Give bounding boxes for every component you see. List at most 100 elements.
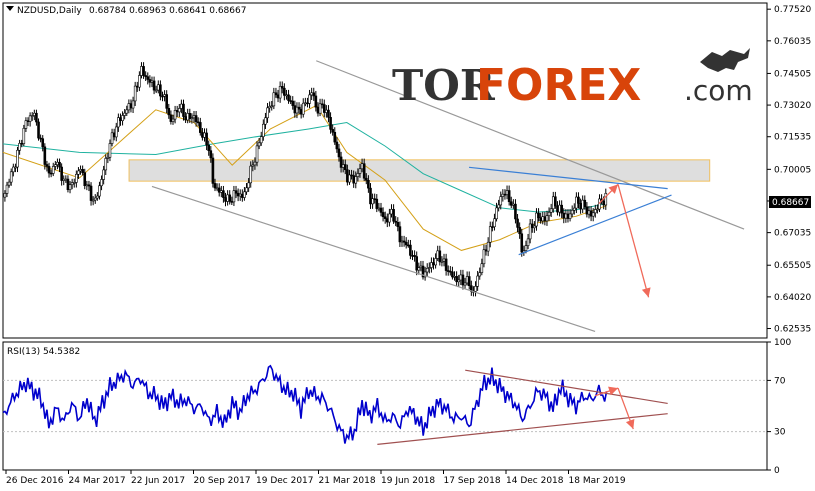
candle-body (169, 114, 173, 122)
candle-body (167, 108, 171, 116)
candle-body (325, 109, 328, 113)
candle-body (37, 121, 40, 139)
x-tick-label: 21 Mar 2018 (319, 476, 376, 486)
candle-body (280, 86, 284, 89)
candle-body (383, 216, 387, 219)
price-y-tick-label: 0.65505 (774, 261, 811, 271)
price-y-tick-label: 0.64020 (774, 293, 811, 303)
candle-body (438, 250, 442, 263)
candle-body (295, 106, 299, 114)
price-y-tick-label: 0.76035 (774, 37, 811, 47)
candle-body (45, 164, 49, 167)
candle-body (591, 212, 595, 217)
candle-body (85, 184, 89, 187)
candle-body (226, 194, 229, 202)
candle-body (262, 123, 265, 137)
x-tick-label: 24 Mar 2017 (69, 476, 126, 486)
candle-body (96, 195, 99, 199)
candle-body (520, 233, 524, 253)
candle-body (41, 138, 45, 148)
price-y-tick-label: 0.73020 (774, 101, 811, 111)
candle-body (190, 117, 194, 120)
candle-body (22, 128, 26, 144)
candle-body (474, 286, 477, 292)
candle-body (159, 84, 162, 97)
candle-body (196, 121, 200, 124)
candle-body (449, 270, 452, 273)
candle-body (354, 176, 358, 184)
logo-text-forex: FOREX (476, 60, 641, 111)
candle-body (314, 95, 318, 108)
candle-body (81, 169, 84, 173)
price-y-tick-label: 0.71535 (774, 133, 811, 143)
candle-body (362, 163, 366, 179)
candle-body (148, 79, 152, 83)
candle-body (367, 179, 370, 189)
candle-body (587, 210, 591, 215)
candle-body (274, 92, 278, 96)
candle-body (486, 241, 490, 252)
price-y-tick-label: 0.62535 (774, 325, 811, 335)
candle-body (213, 183, 217, 189)
candle-body (451, 271, 454, 278)
candle-body (400, 240, 404, 243)
candle-body (329, 117, 332, 130)
candle-body (577, 196, 580, 204)
candle-body (413, 255, 416, 257)
candle-body (396, 221, 400, 227)
candle-body (207, 144, 211, 151)
candle-body (308, 94, 311, 104)
candle-body (70, 182, 74, 186)
candle-body (93, 197, 97, 201)
candle-body (91, 199, 95, 202)
symbol-header: NZDUSD,Daily (17, 6, 82, 16)
candle-body (68, 184, 72, 191)
candle-body (501, 193, 505, 197)
bull-icon (700, 48, 750, 72)
candle-body (335, 141, 339, 150)
candle-body (241, 193, 244, 198)
candle-body (547, 211, 551, 217)
candle-body (312, 92, 316, 97)
candle-body (131, 100, 135, 109)
candle-body (551, 196, 555, 210)
price-y-tick-label: 0.74505 (774, 69, 811, 79)
candle-body (299, 108, 303, 115)
candle-body (270, 105, 274, 108)
candle-body (377, 207, 381, 210)
candle-body (175, 110, 179, 113)
candle-body (140, 66, 143, 76)
candle-body (301, 102, 305, 115)
candle-body (154, 89, 158, 92)
candle-body (543, 216, 547, 222)
logo-text-com: .com (684, 74, 753, 107)
x-tick-label: 19 Jun 2018 (381, 476, 435, 486)
candle-body (20, 143, 24, 145)
candle-body (177, 108, 181, 113)
candle-body (421, 265, 425, 278)
candle-body (114, 126, 118, 138)
candle-body (161, 95, 164, 98)
price-y-tick-label: 0.77520 (774, 5, 811, 15)
candle-body (24, 120, 28, 129)
candle-body (516, 218, 519, 228)
candle-body (558, 204, 561, 213)
candle-body (537, 212, 540, 219)
candle-body (432, 262, 435, 266)
candle-body (407, 244, 410, 247)
price-y-tick-label: 0.67035 (774, 229, 811, 239)
candle-body (346, 169, 349, 183)
candle-body (171, 118, 175, 122)
candle-body (358, 168, 362, 174)
candle-body (434, 258, 437, 266)
trend-line (518, 194, 672, 256)
candle-body (417, 267, 421, 271)
candle-body (503, 193, 507, 196)
forecast-arrow (617, 184, 650, 298)
candle-body (289, 100, 292, 102)
candle-body (199, 122, 202, 133)
candle-body (310, 92, 313, 96)
forecast-arrow-head (608, 184, 619, 194)
candle-body (539, 217, 542, 222)
